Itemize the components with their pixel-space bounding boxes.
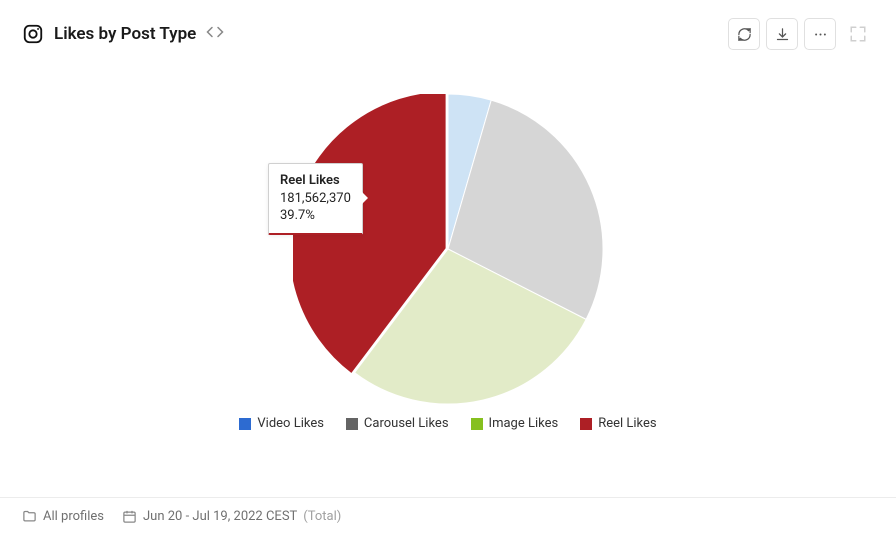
card-title: Likes by Post Type — [54, 24, 196, 44]
legend-item-carousel[interactable]: Carousel Likes — [346, 416, 449, 431]
total-label: (Total) — [303, 509, 341, 524]
profiles-filter[interactable]: All profiles — [22, 509, 104, 524]
calendar-icon — [122, 509, 137, 524]
profiles-label: All profiles — [43, 509, 104, 524]
pie-chart: Reel Likes 181,562,370 39.7% — [293, 94, 603, 404]
legend-swatch — [580, 418, 592, 430]
download-button[interactable] — [766, 18, 798, 50]
refresh-button[interactable] — [728, 18, 760, 50]
legend-label: Carousel Likes — [364, 416, 449, 431]
date-range-filter[interactable]: Jun 20 - Jul 19, 2022 CEST (Total) — [122, 509, 341, 524]
embed-icon[interactable] — [206, 23, 224, 45]
folder-icon — [22, 509, 37, 524]
tooltip-value: 181,562,370 — [280, 190, 351, 208]
instagram-icon — [22, 23, 44, 45]
legend-item-image[interactable]: Image Likes — [471, 416, 559, 431]
legend-swatch — [346, 418, 358, 430]
card-header: Likes by Post Type — [0, 0, 896, 60]
legend-swatch — [471, 418, 483, 430]
chart-legend: Video Likes Carousel Likes Image Likes Reel… — [239, 416, 656, 431]
legend-label: Reel Likes — [598, 416, 656, 431]
legend-swatch — [239, 418, 251, 430]
more-button[interactable] — [804, 18, 836, 50]
tooltip-percent: 39.7% — [280, 207, 351, 225]
chart-tooltip: Reel Likes 181,562,370 39.7% — [268, 163, 363, 235]
legend-label: Image Likes — [489, 416, 559, 431]
tooltip-label: Reel Likes — [280, 172, 351, 190]
date-range-label: Jun 20 - Jul 19, 2022 CEST — [143, 509, 297, 524]
legend-item-video[interactable]: Video Likes — [239, 416, 324, 431]
card-footer: All profiles Jun 20 - Jul 19, 2022 CEST … — [0, 497, 896, 535]
header-actions — [728, 18, 874, 50]
legend-label: Video Likes — [257, 416, 324, 431]
chart-area: Reel Likes 181,562,370 39.7% Video Likes… — [0, 60, 896, 460]
header-left: Likes by Post Type — [22, 23, 224, 45]
legend-item-reel[interactable]: Reel Likes — [580, 416, 656, 431]
expand-icon[interactable] — [842, 18, 874, 50]
